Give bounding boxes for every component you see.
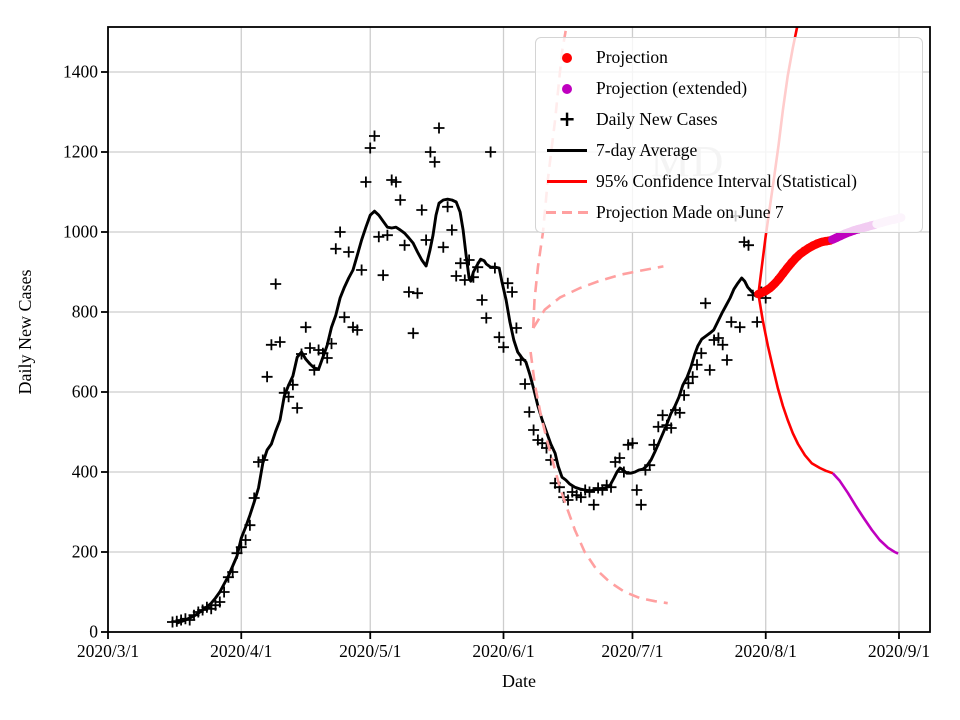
legend-marker-line-icon: [538, 140, 596, 162]
y-tick-label: 1000: [63, 221, 98, 242]
legend-marker-dash-icon: [538, 202, 596, 224]
legend-item: 7-day Average: [538, 140, 920, 162]
legend-item: + Daily New Cases: [538, 109, 920, 131]
legend-label: Projection (extended): [596, 77, 748, 98]
y-tick-label: 400: [71, 461, 98, 482]
x-axis-label: Date: [502, 671, 536, 691]
y-tick-label: 1200: [63, 141, 98, 162]
x-tick-label: 2020/7/1: [601, 641, 664, 661]
legend-item: Projection (extended): [538, 78, 920, 100]
series-95-ci-lower-extended: [831, 472, 899, 555]
y-tick-label: 600: [71, 381, 98, 402]
y-tick-label: 800: [71, 301, 98, 322]
series-june-7-projection-lower-ci: [529, 351, 668, 605]
x-tick-label: 2020/9/1: [867, 641, 931, 661]
x-tick-label: 2020/8/1: [734, 641, 797, 661]
y-tick-label: 1400: [63, 61, 98, 82]
series-7-day-average: [176, 197, 760, 625]
legend-marker-plus-icon: +: [558, 107, 576, 131]
legend-marker-dot-icon: [538, 78, 596, 100]
y-tick-label: 200: [71, 541, 98, 562]
legend-item: Projection: [538, 47, 920, 69]
legend-label: 7-day Average: [596, 139, 698, 160]
y-axis-label: Daily New Cases: [15, 269, 35, 395]
series-june-7-projection-central: [532, 265, 664, 329]
legend-label: Projection Made on June 7: [596, 201, 784, 222]
legend-marker-line-icon: [538, 171, 596, 193]
x-tick-label: 2020/6/1: [472, 641, 535, 661]
series-95-ci-lower: [757, 293, 834, 475]
legend-label: Daily New Cases: [596, 108, 718, 129]
x-tick-label: 2020/3/1: [76, 641, 140, 661]
legend-item: 95% Confidence Interval (Statistical): [538, 171, 920, 193]
legend-marker-dot-icon: [538, 47, 596, 69]
x-tick-label: 2020/5/1: [339, 641, 402, 661]
legend-label: 95% Confidence Interval (Statistical): [596, 170, 857, 191]
legend-label: Projection: [596, 46, 668, 67]
x-tick-label: 2020/4/1: [210, 641, 273, 661]
legend: Projection Projection (extended) + Daily Ne…: [535, 37, 923, 233]
y-tick-label: 0: [89, 621, 98, 642]
legend-item: Projection Made on June 7: [538, 202, 920, 224]
axes-frame: [101, 26, 931, 639]
